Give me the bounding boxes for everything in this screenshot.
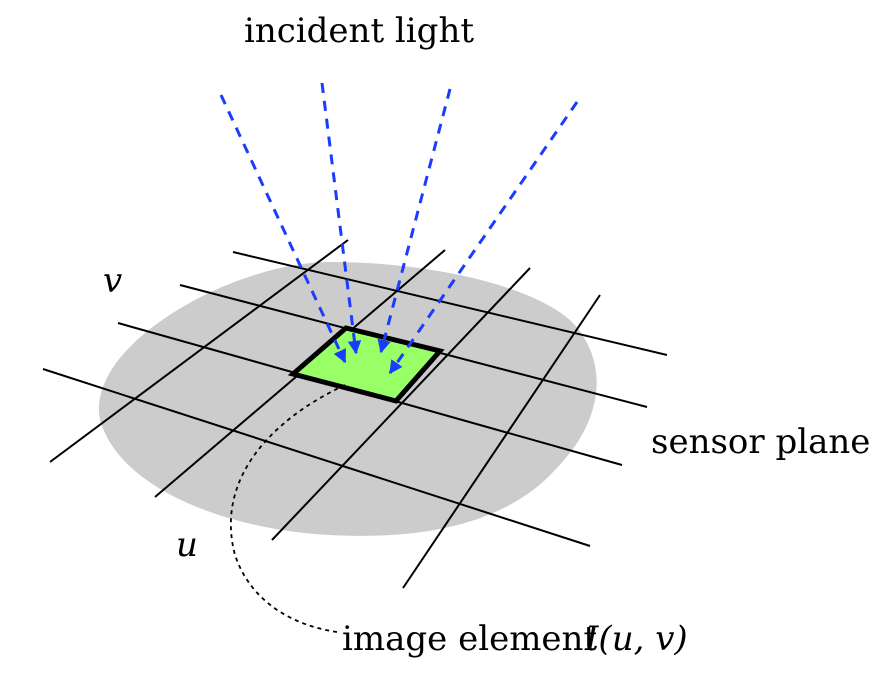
incident-light-label: incident light: [244, 11, 474, 51]
grid-line-v-1: [232, 251, 668, 356]
sensor-plane-shape: [98, 262, 597, 536]
image-element-connector: [230, 384, 346, 633]
light-ray-2: [320, 82, 362, 355]
image-element-label: image element: [342, 619, 597, 659]
light-ray-4: [388, 101, 579, 375]
incident-light-rays: [219, 82, 579, 375]
grid-line-u-3: [271, 267, 531, 541]
light-ray-1: [219, 94, 347, 364]
grid-line-u-1: [49, 239, 349, 463]
v-axis-label: v: [103, 261, 122, 301]
sensor-plane-label: sensor plane: [651, 422, 870, 462]
grid-line-u-4: [402, 294, 601, 589]
grid-line-v-4: [42, 368, 591, 547]
light-ray-3: [377, 88, 452, 354]
image-element-symbol: I(u, v): [584, 619, 688, 659]
u-axis-label: u: [176, 525, 198, 565]
